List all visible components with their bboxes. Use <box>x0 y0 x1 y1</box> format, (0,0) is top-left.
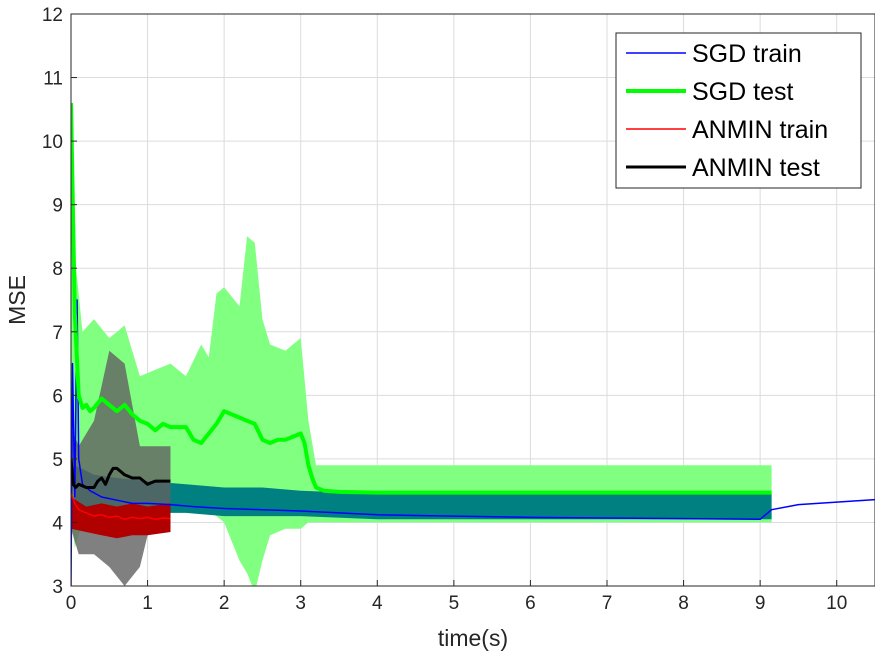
y-tick-label: 9 <box>52 196 63 217</box>
series-lines <box>71 102 875 586</box>
anmin-test-line <box>71 458 171 489</box>
anmin-train-line <box>71 493 171 521</box>
x-tick-label: 3 <box>295 593 306 614</box>
y-tick-label: 10 <box>42 132 63 153</box>
y-tick-label: 3 <box>52 577 63 598</box>
sgd-test-line <box>71 102 772 495</box>
x-tick-label: 5 <box>449 593 460 614</box>
x-tick-label: 9 <box>755 593 766 614</box>
x-tick-label: 8 <box>678 593 689 614</box>
y-axis-label: MSE <box>4 275 30 325</box>
legend-label-sgd-train: SGD train <box>692 40 802 68</box>
plot-frame <box>70 13 875 587</box>
legend-label-anmin-train: ANMIN train <box>692 116 828 144</box>
sgd-train-line <box>71 299 875 586</box>
legend-box <box>615 32 862 189</box>
x-tick-label: 0 <box>66 593 77 614</box>
y-tick-label: 6 <box>52 386 63 407</box>
x-tick-label: 7 <box>602 593 613 614</box>
y-tick-label: 8 <box>52 259 63 280</box>
x-tick-label: 2 <box>219 593 230 614</box>
legend: SGD train SGD test ANMIN train ANMIN test <box>615 32 862 189</box>
x-axis-label: time(s) <box>438 625 508 651</box>
x-tick-label: 4 <box>372 593 383 614</box>
legend-label-sgd-test: SGD test <box>692 78 793 106</box>
x-tick-label: 1 <box>142 593 153 614</box>
x-tick-label: 10 <box>826 593 847 614</box>
sgd-test-range-band <box>71 103 772 586</box>
y-tick-label: 7 <box>52 323 63 344</box>
y-tick-label: 12 <box>42 5 63 26</box>
sgd-train-range-band <box>74 465 772 520</box>
legend-label-anmin-test: ANMIN test <box>692 154 820 182</box>
x-tick-label: 6 <box>525 593 536 614</box>
y-tick-label: 5 <box>52 450 63 471</box>
y-tick-label: 4 <box>52 513 63 534</box>
y-tick-label: 11 <box>43 69 63 90</box>
